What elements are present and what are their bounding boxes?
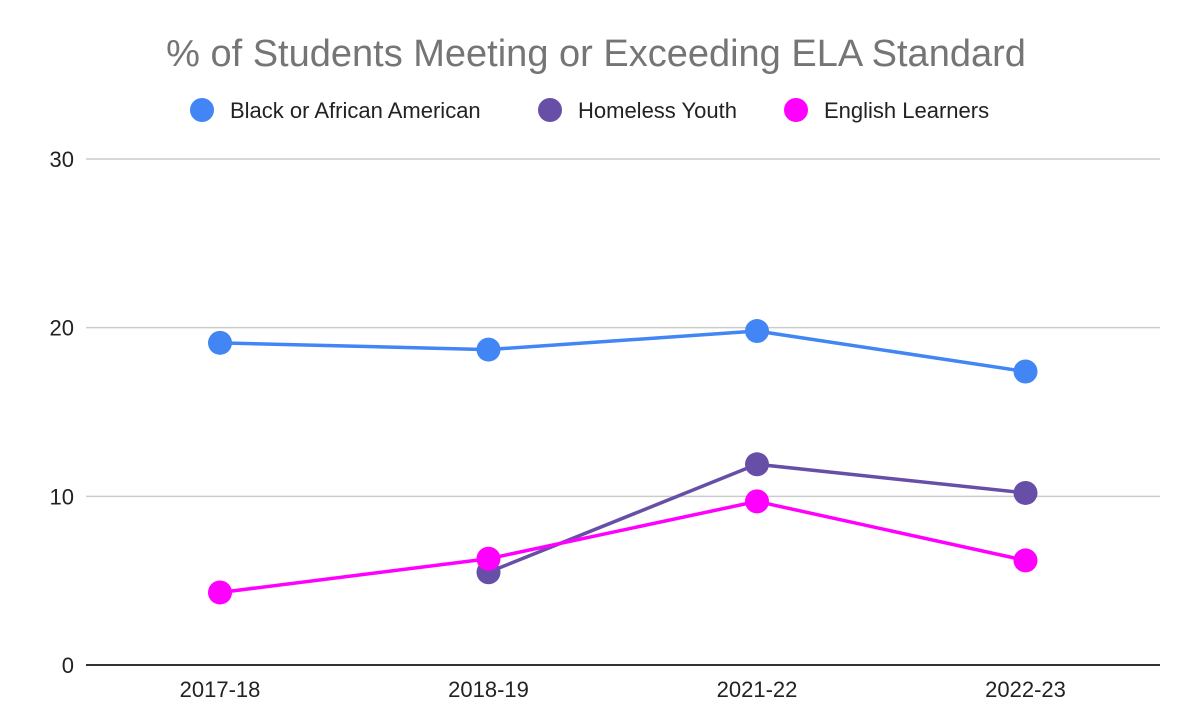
gridlines [86, 158, 1160, 666]
series-line [218, 499, 1028, 595]
y-axis-tick-labels: 0 10 20 30 [50, 147, 74, 678]
legend-marker [538, 98, 562, 122]
data-point [745, 452, 769, 477]
legend-label: English Learners [824, 98, 989, 123]
y-tick-label: 20 [50, 316, 74, 341]
x-tick-label: 2022-23 [985, 677, 1066, 702]
data-point [745, 319, 769, 344]
chart-title: % of Students Meeting or Exceeding ELA S… [166, 33, 1026, 75]
legend: Black or African American Homeless Youth E… [190, 98, 989, 123]
data-point [745, 489, 769, 514]
x-tick-label: 2018-19 [448, 677, 529, 702]
data-point [476, 546, 501, 571]
x-tick-label: 2017-18 [180, 677, 261, 702]
legend-label: Black or African American [230, 98, 481, 123]
y-tick-label: 0 [62, 653, 74, 678]
data-point [208, 330, 232, 355]
x-axis-tick-labels: 2017-18 2018-19 2021-22 2022-23 [180, 677, 1066, 702]
data-point [208, 580, 232, 605]
data-point [476, 337, 501, 362]
series-line [218, 329, 1028, 374]
legend-item: Black or African American [190, 98, 481, 123]
data-point [1013, 480, 1038, 505]
series-group [208, 319, 1038, 605]
y-tick-label: 10 [50, 484, 74, 509]
series-line [486, 462, 1028, 574]
y-tick-label: 30 [50, 147, 74, 172]
data-point [1013, 359, 1038, 384]
legend-marker [784, 98, 808, 122]
series [208, 319, 1038, 384]
x-tick-label: 2021-22 [717, 677, 798, 702]
legend-label: Homeless Youth [578, 98, 737, 123]
legend-item: English Learners [784, 98, 989, 123]
legend-marker [190, 98, 214, 122]
series [208, 489, 1038, 605]
series [476, 452, 1038, 585]
legend-item: Homeless Youth [538, 98, 737, 123]
data-point [1013, 548, 1038, 573]
